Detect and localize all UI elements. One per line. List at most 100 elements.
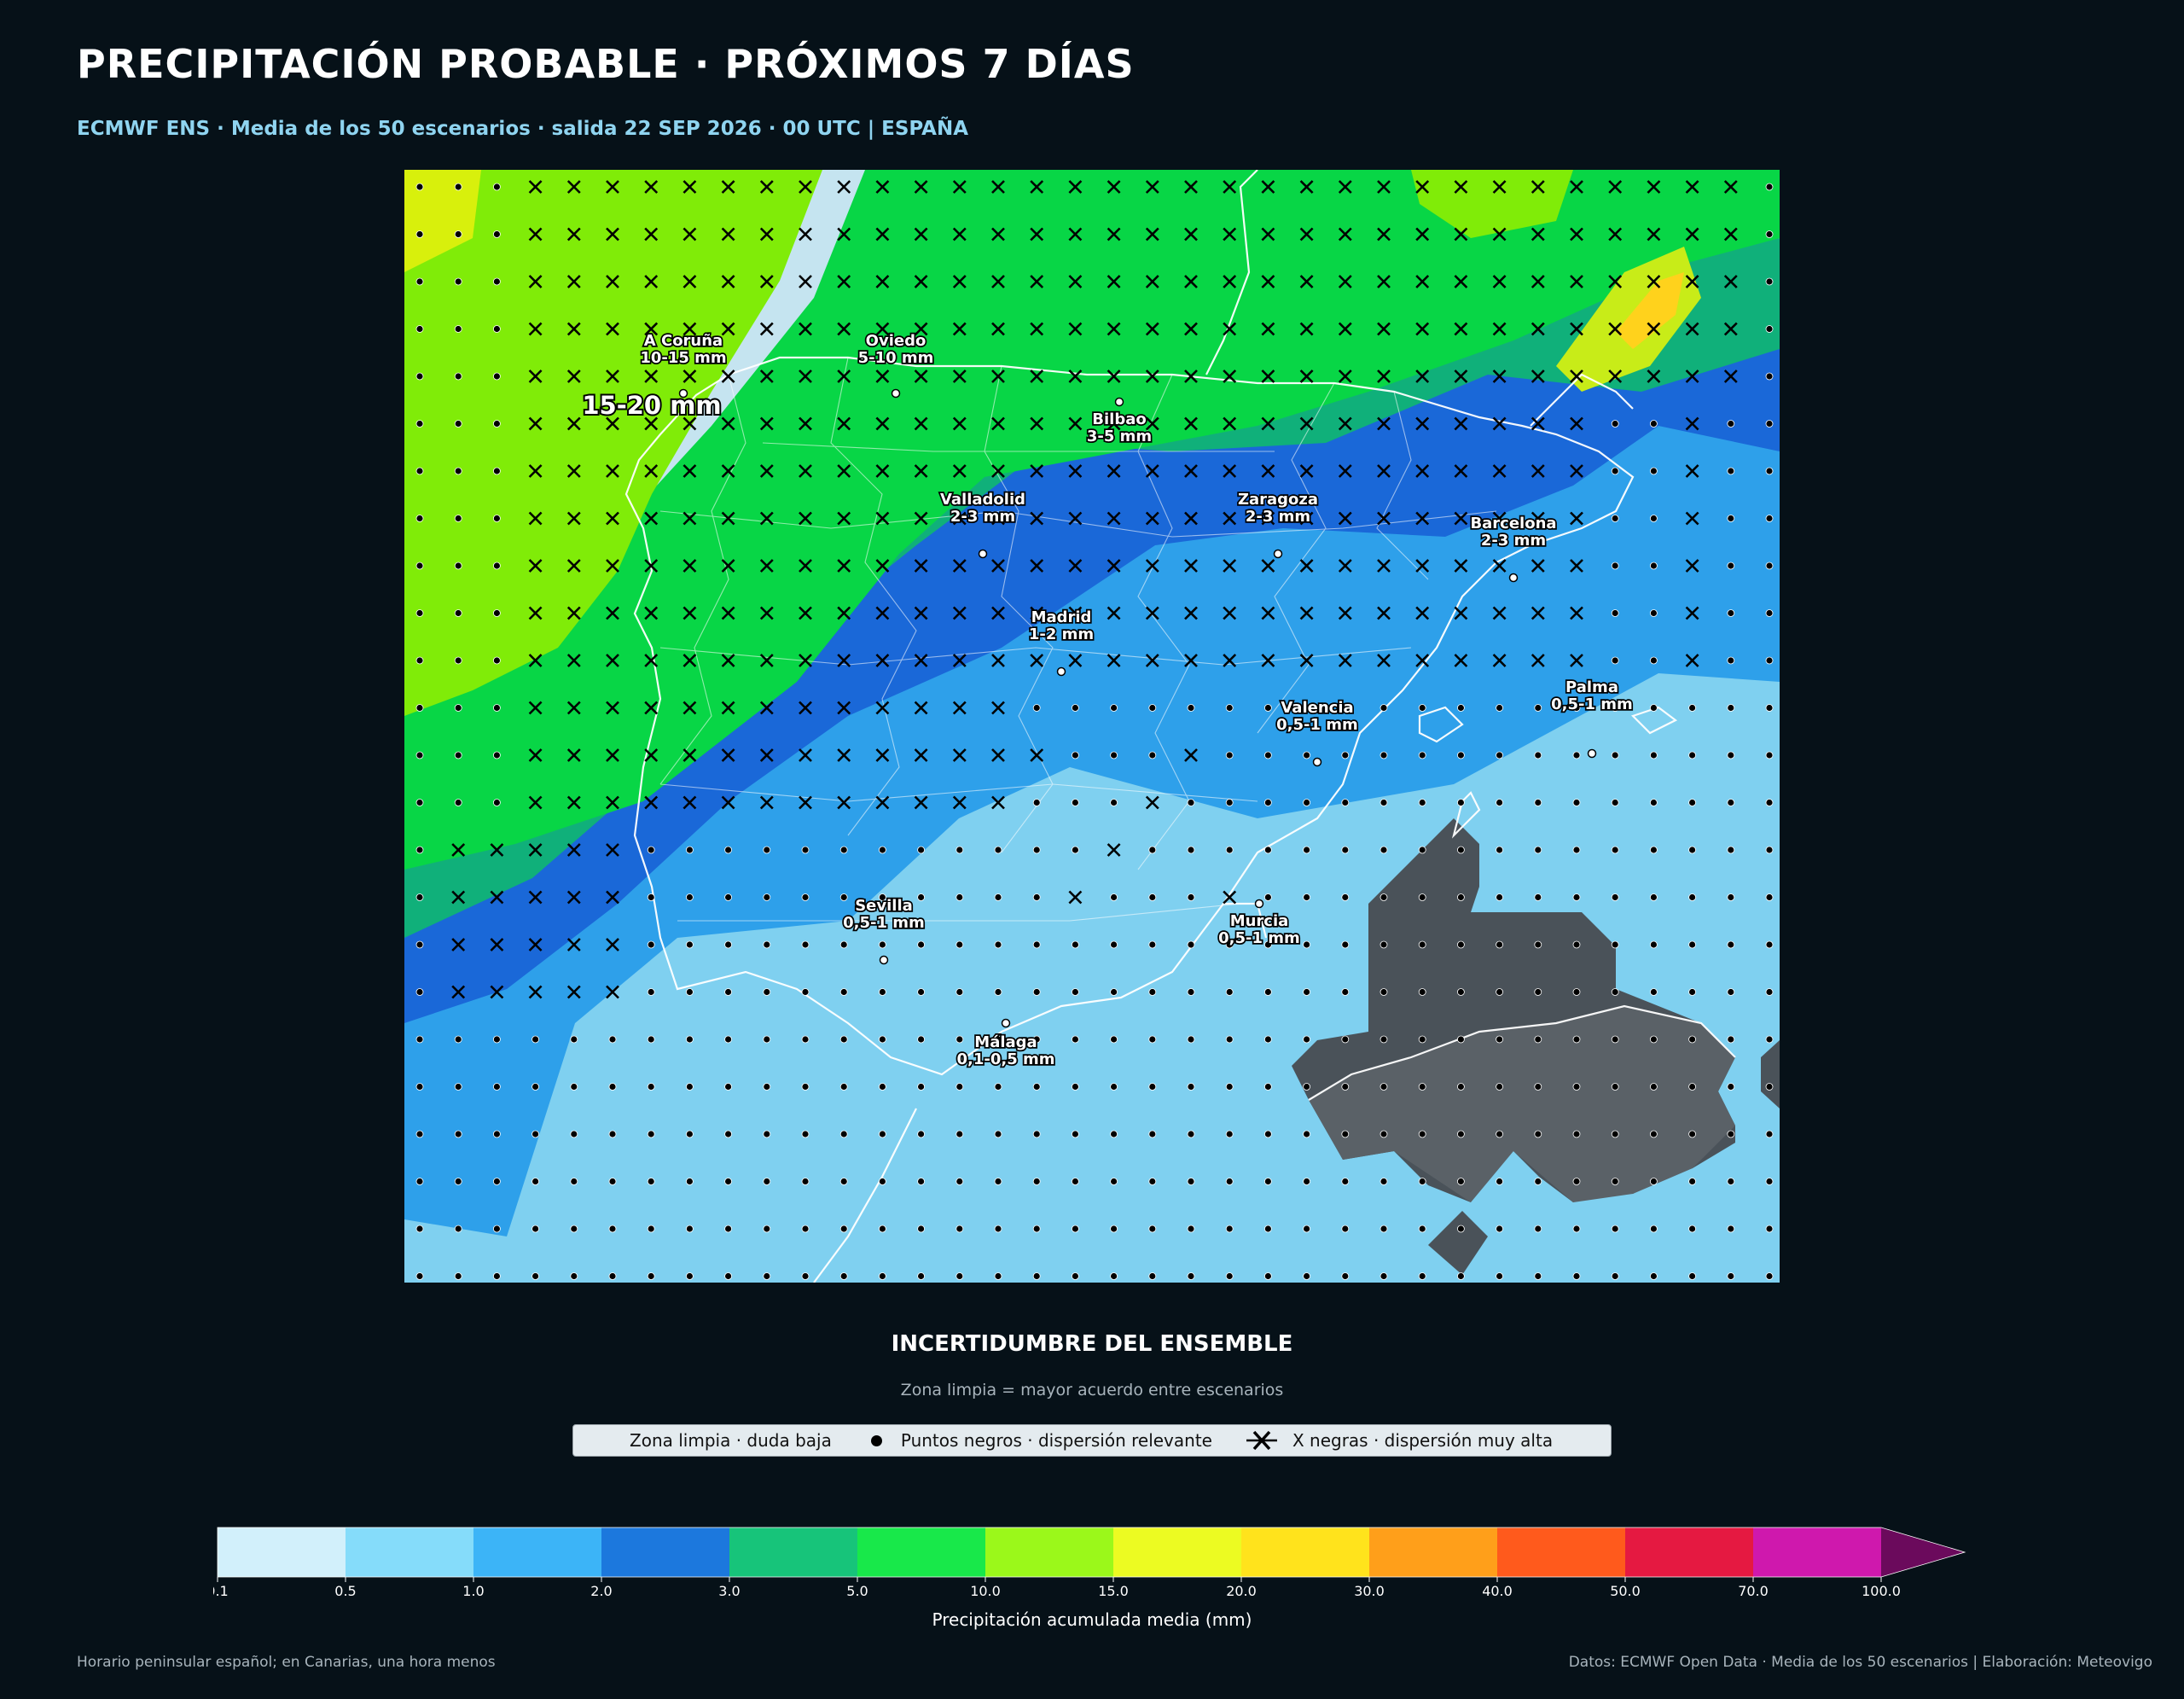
cross-marker (1415, 511, 1430, 526)
dot-marker (1341, 893, 1350, 901)
city-value: 2-3 mm (950, 508, 1015, 526)
city-value: 0,1-0,5 mm (956, 1050, 1054, 1068)
cross-marker (451, 843, 466, 857)
dot-marker (1303, 846, 1310, 854)
dot-marker (1727, 799, 1735, 806)
dot-marker (454, 230, 462, 238)
dot-marker (839, 1178, 848, 1185)
cross-marker (1107, 416, 1121, 431)
cross-marker (682, 511, 697, 526)
cross-marker (1454, 275, 1468, 288)
dot-marker (1650, 656, 1658, 665)
cross-marker (1685, 511, 1699, 526)
cross-marker (682, 606, 697, 620)
cross-marker (1223, 322, 1237, 336)
dot-marker (1534, 893, 1542, 901)
dot-marker (415, 846, 424, 854)
cross-marker (1531, 227, 1545, 241)
dot-marker (1727, 609, 1735, 617)
legend-item-clear: Zona limpia · duda baja (630, 1430, 832, 1451)
dot-marker (956, 1178, 964, 1185)
cross-marker (1338, 559, 1352, 573)
cross-marker (1223, 416, 1237, 431)
cross-marker (837, 275, 851, 288)
cross-marker (1068, 654, 1083, 667)
dot-marker (1341, 1178, 1350, 1185)
dot-marker (415, 467, 424, 475)
dot-marker (839, 1035, 848, 1044)
dot-marker (1727, 656, 1735, 665)
dot-marker (1727, 988, 1735, 996)
cross-marker (1570, 559, 1583, 573)
cross-marker (991, 511, 1005, 526)
dot-marker (1496, 1130, 1503, 1138)
dot-marker (1650, 799, 1658, 806)
cross-marker (1145, 322, 1159, 336)
cross-marker (1454, 654, 1468, 667)
cross-marker (875, 559, 890, 573)
cross-marker (1030, 511, 1044, 526)
dot-marker (531, 1130, 540, 1138)
uncertainty-markers (415, 180, 1774, 1280)
dot-marker (415, 1272, 424, 1280)
city-name: Bilbao (1092, 410, 1146, 428)
dot-marker (1534, 846, 1542, 854)
cross-marker (837, 416, 851, 431)
dot-marker (1727, 846, 1735, 854)
dot-marker (531, 1225, 540, 1233)
dot-marker (1650, 561, 1658, 570)
cross-marker (1030, 322, 1044, 336)
cross-marker (759, 369, 774, 383)
dot-marker (493, 1178, 501, 1185)
dot-marker (1072, 1083, 1079, 1091)
colorbar-tick-label: 70.0 (1738, 1583, 1769, 1599)
city-name: Sevilla (855, 897, 913, 915)
cross-marker (1299, 606, 1314, 620)
dot-marker (1303, 751, 1310, 759)
cross-marker (721, 795, 735, 810)
dot-marker (1148, 1272, 1157, 1280)
dot-marker (1496, 704, 1503, 712)
cross-marker (1223, 654, 1237, 667)
dot-marker (724, 940, 733, 949)
cross-marker (1531, 322, 1545, 336)
dot-marker (917, 1178, 925, 1185)
cross-marker (528, 322, 543, 336)
cross-marker (1492, 369, 1507, 383)
dot-marker (1264, 799, 1272, 806)
cross-marker (1531, 511, 1545, 526)
cross-marker (799, 795, 812, 810)
dot-marker (1611, 515, 1619, 522)
dot-marker (608, 1225, 617, 1233)
dot-marker (454, 515, 462, 522)
province-borders (659, 357, 1497, 922)
cross-marker (1723, 180, 1738, 194)
cross-marker (1377, 416, 1391, 431)
precipitation-map[interactable]: A Coruña 10-15 mm Oviedo 5-10 mm Bilbao 3-5 m… (404, 170, 1780, 1283)
precip-zone-hook-north (1411, 170, 1573, 238)
colorbar-tick-label: 50.0 (1610, 1583, 1641, 1599)
dot-marker (415, 372, 424, 381)
cross-marker (1608, 275, 1623, 288)
dot-marker (994, 1272, 1002, 1280)
cross-marker (1068, 511, 1083, 526)
cross-marker (1030, 606, 1044, 620)
dot-marker (917, 1130, 925, 1138)
dot-marker (1072, 940, 1079, 949)
cross-marker (1068, 890, 1083, 905)
cross-marker (1068, 275, 1083, 288)
dot-marker (493, 420, 501, 428)
dot-marker (1303, 704, 1310, 712)
cross-marker (644, 464, 659, 478)
cross-marker (1107, 843, 1121, 857)
cross-marker (1223, 275, 1237, 288)
cross-marker (991, 227, 1005, 241)
dot-marker (1264, 751, 1272, 759)
dot-marker (1688, 751, 1696, 759)
dot-marker (1457, 846, 1465, 854)
dot-marker (1341, 940, 1350, 949)
dot-marker (493, 1035, 501, 1044)
cross-marker (721, 654, 735, 667)
dot-marker (685, 988, 694, 996)
